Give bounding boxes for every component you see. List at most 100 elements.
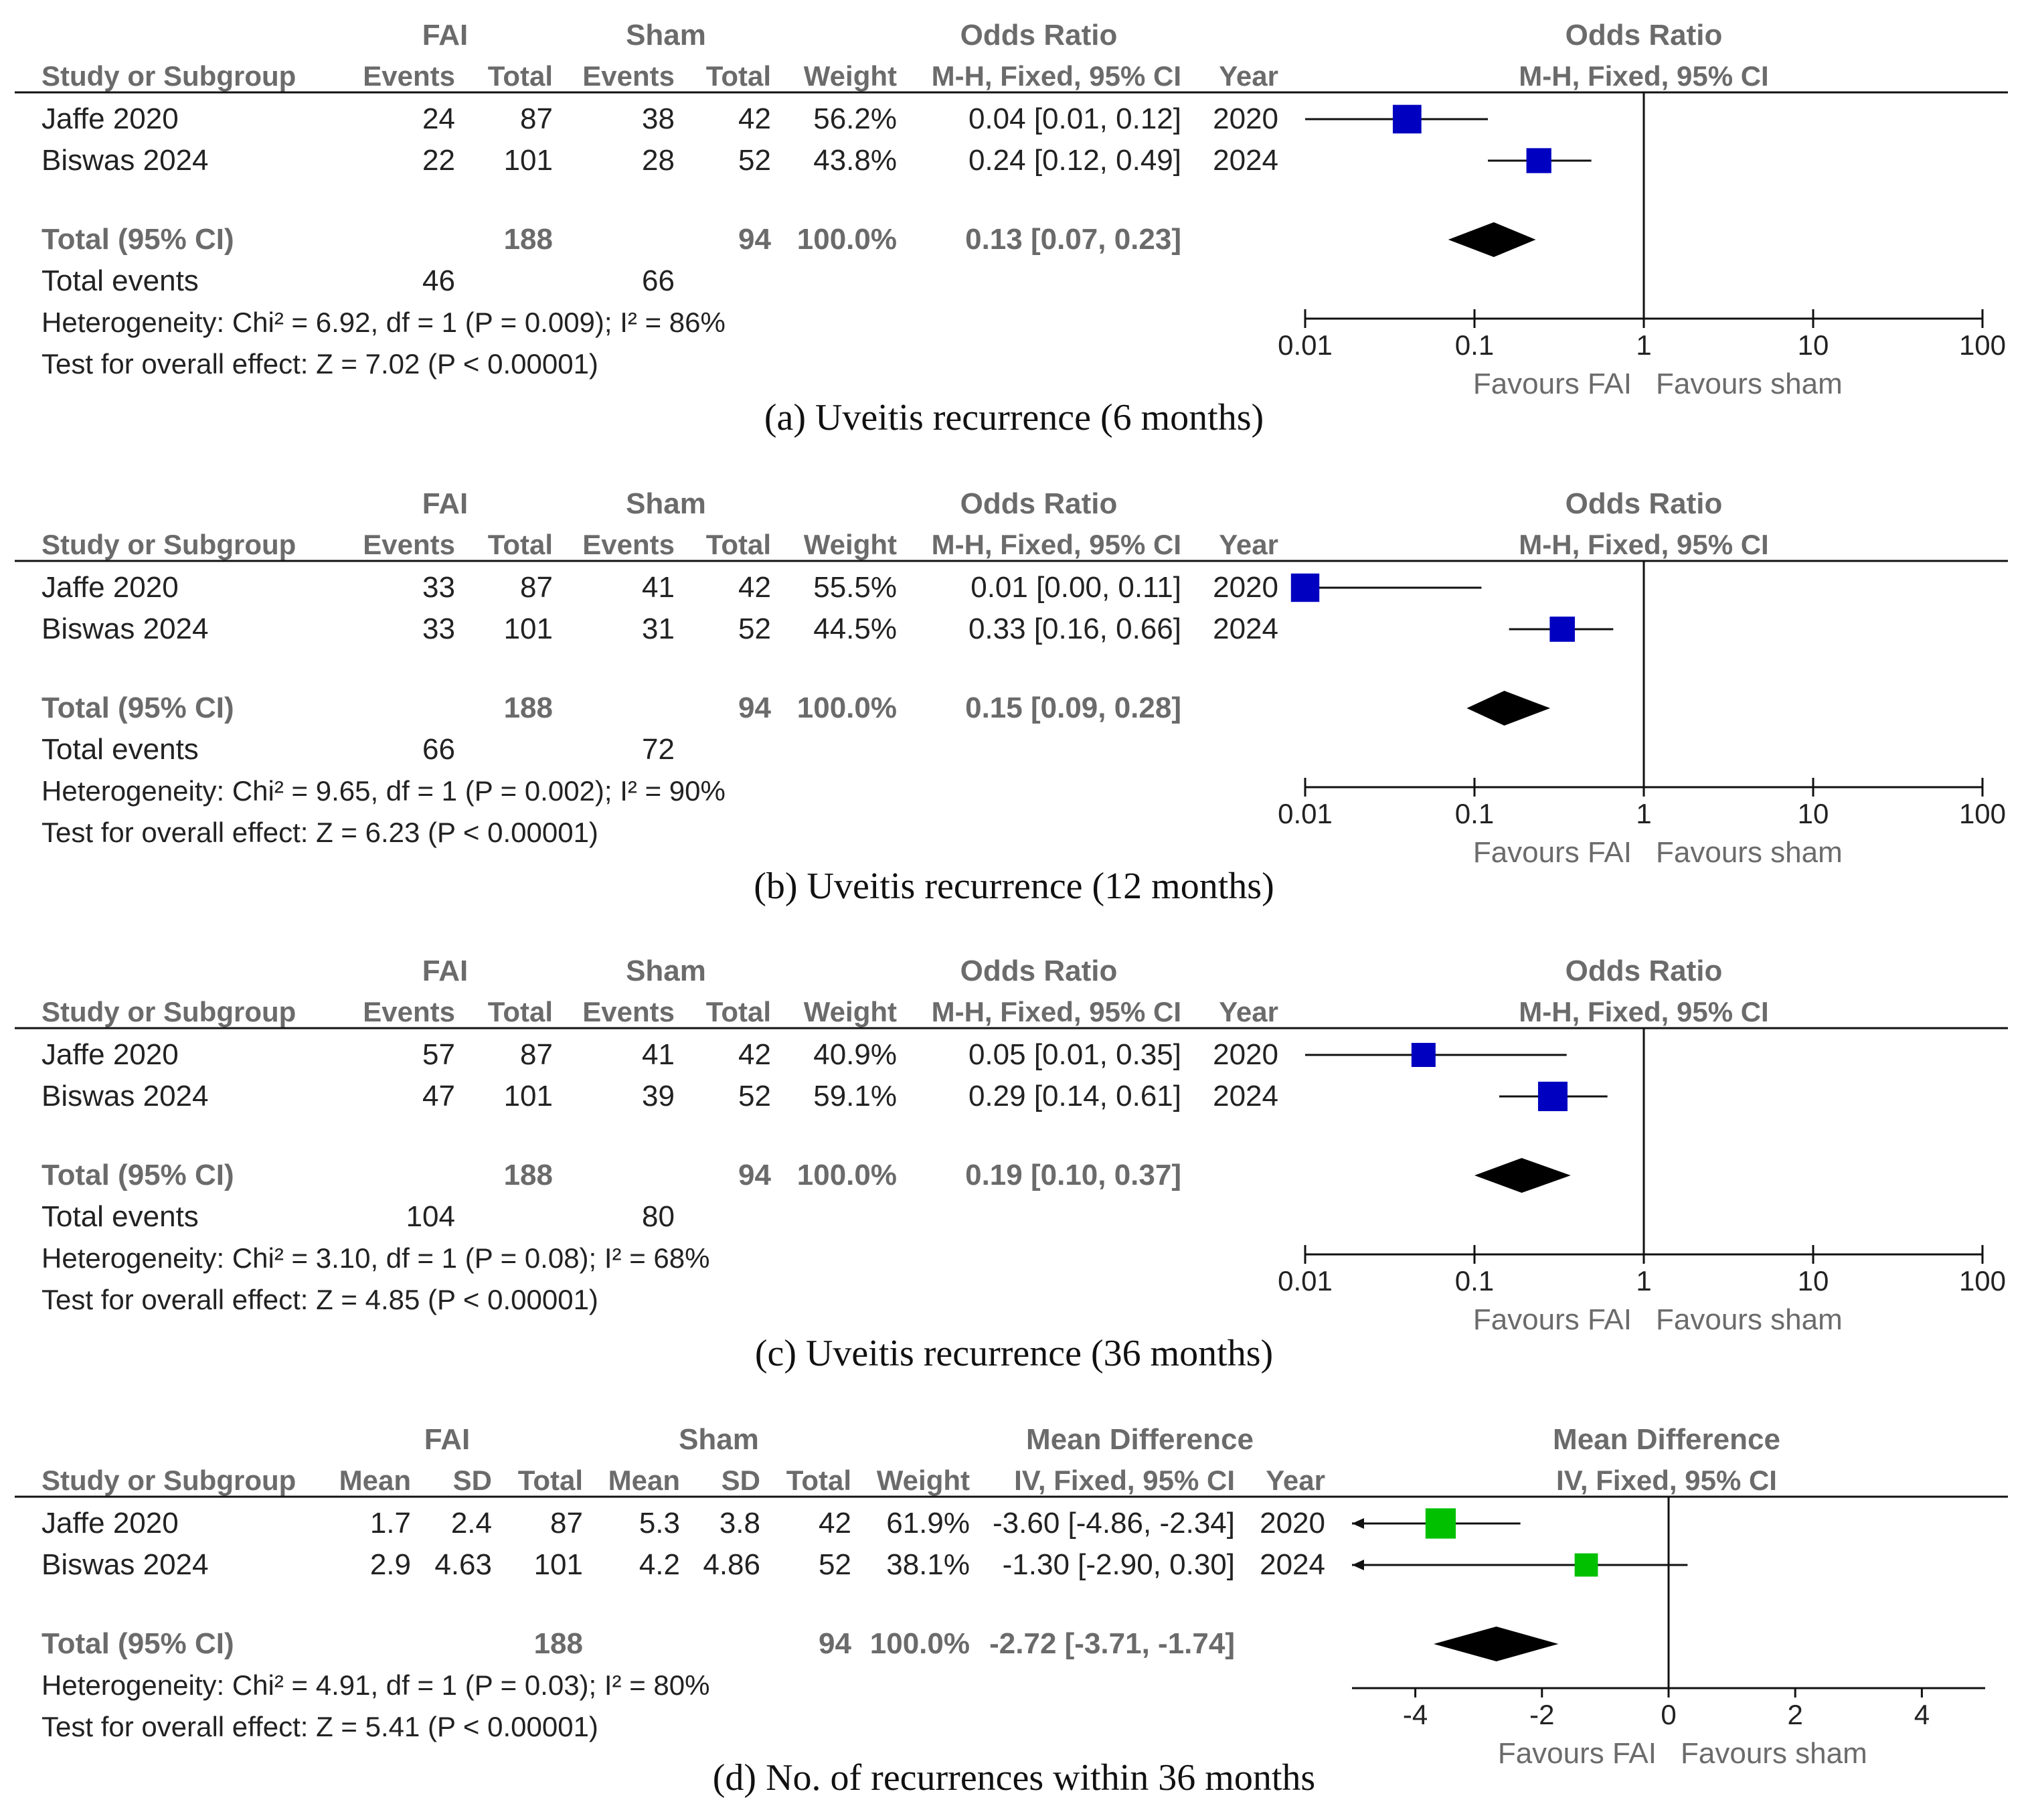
x-axis-tick-label: 1 [1636,798,1651,829]
g1-total: 87 [520,571,553,604]
g2-total-sum: 94 [819,1627,851,1660]
x-axis-tick-label: 0.01 [1278,1265,1333,1297]
g1-total-events: 104 [406,1200,455,1233]
column-header-g1-mean: Mean [339,1465,411,1496]
total-label: Total (95% CI) [41,1159,234,1191]
g1-total: 101 [504,612,553,645]
pooled-effect-diamond [1474,1158,1571,1193]
study-name: Jaffe 2020 [41,1038,179,1071]
g1-events: 33 [422,571,455,604]
heterogeneity-text: Heterogeneity: Chi² = 3.10, df = 1 (P = … [41,1242,709,1274]
favours-right-label: Favours sham [1681,1737,1867,1770]
study-effect-ci: 0.04 [0.01, 0.12] [968,102,1181,135]
column-header-g2-events: Events [582,996,675,1027]
study-name: Jaffe 2020 [41,102,179,135]
column-header-study: Study or Subgroup [41,60,296,92]
g2-mean: 4.2 [639,1548,680,1581]
overall-effect-text: Test for overall effect: Z = 5.41 (P < 0… [41,1711,598,1742]
x-axis-tick-label: 1 [1636,1265,1651,1297]
study-effect-ci: 0.05 [0.01, 0.35] [968,1038,1181,1071]
study-name: Biswas 2024 [41,1080,208,1112]
table-row: Jaffe 2020 1.7 2.4 87 5.3 3.8 42 61.9% -3.60 [-4… [41,1507,1521,1540]
x-axis-tick-label: 10 [1798,329,1829,361]
group1-header: FAI [424,1423,470,1456]
total-events-row: Total events 46 66 [41,264,675,297]
g2-sd: 4.86 [703,1548,760,1581]
column-header-g2-events: Events [582,529,675,560]
g2-events: 41 [642,571,675,604]
table-row: Biswas 2024 22 101 28 52 43.8% 0.24 [0.12, 0.4… [41,144,1592,177]
x-axis-tick-label: 10 [1798,798,1829,829]
column-header-g1-sd: SD [453,1465,492,1496]
g1-total-sum: 188 [504,223,553,256]
g2-total: 42 [738,1038,771,1071]
forest-panel-a: FAI Sham Odds Ratio Odds Ratio Study or Subg… [15,19,2008,438]
column-header-year: Year [1266,1465,1325,1496]
column-header-g2-total: Total [706,996,771,1027]
column-header-year: Year [1219,996,1278,1027]
x-axis-tick-label: 0.1 [1455,798,1494,829]
heterogeneity-text: Heterogeneity: Chi² = 6.92, df = 1 (P = … [41,307,726,338]
study-name: Biswas 2024 [41,144,208,177]
group2-header: Sham [626,955,706,987]
measure-header: Odds Ratio [960,19,1118,52]
study-name: Jaffe 2020 [41,571,179,604]
study-year: 2024 [1213,144,1278,177]
g2-events: 41 [642,1038,675,1071]
study-effect-marker [1537,1081,1568,1112]
column-header-g1-total: Total [488,60,553,92]
study-weight: 61.9% [886,1507,970,1540]
x-axis-tick-label: -4 [1403,1699,1428,1730]
x-axis-tick-label: -2 [1529,1699,1554,1730]
study-effect-marker [1290,573,1320,602]
ci-truncation-arrow [1352,1560,1364,1570]
study-effect-marker [1574,1553,1598,1577]
g2-events: 31 [642,612,675,645]
g1-total: 101 [534,1548,583,1581]
heterogeneity-text: Heterogeneity: Chi² = 4.91, df = 1 (P = … [41,1669,709,1701]
study-weight: 38.1% [886,1548,970,1581]
total-effect-ci: 0.15 [0.09, 0.28] [965,691,1181,724]
panel-caption: (c) Uveitis recurrence (36 months) [755,1333,1273,1374]
plot-measure-header: Odds Ratio [1566,487,1723,520]
study-weight: 56.2% [813,102,897,135]
pooled-effect-diamond [1448,222,1536,257]
overall-effect-text: Test for overall effect: Z = 7.02 (P < 0… [41,348,598,380]
heterogeneity-text: Heterogeneity: Chi² = 9.65, df = 1 (P = … [41,775,726,807]
g1-events: 33 [422,612,455,645]
measure-header: Odds Ratio [960,487,1118,520]
column-header-ci: M-H, Fixed, 95% CI [932,529,1181,560]
study-name: Jaffe 2020 [41,1507,179,1540]
x-axis-tick-label: 10 [1798,1265,1829,1297]
forest-panel-d: FAI Sham Mean Difference Mean Difference Stu… [15,1423,2008,1799]
g2-total: 52 [738,612,771,645]
study-name: Biswas 2024 [41,1548,208,1581]
g1-events: 24 [422,102,455,135]
column-header-study: Study or Subgroup [41,996,296,1027]
g2-total-sum: 94 [738,223,771,256]
column-header-ci: M-H, Fixed, 95% CI [932,60,1181,92]
g2-total: 42 [819,1507,851,1540]
x-axis-tick-label: 1 [1636,329,1651,361]
g2-total: 52 [738,144,771,177]
column-header-weight: Weight [804,996,897,1027]
study-weight: 43.8% [813,144,897,177]
column-header-weight: Weight [804,529,897,560]
study-effect-ci: 0.33 [0.16, 0.66] [968,612,1181,645]
plot-measure-header: Odds Ratio [1566,19,1723,52]
study-weight: 40.9% [813,1038,897,1071]
g1-total-sum: 188 [504,1159,553,1191]
g2-total: 42 [738,102,771,135]
x-axis-tick-label: 0.1 [1455,1265,1494,1297]
g1-total: 87 [520,102,553,135]
g1-events: 57 [422,1038,455,1071]
plot-measure-header: Odds Ratio [1566,955,1723,987]
study-year: 2020 [1213,1038,1278,1071]
study-effect-ci: -1.30 [-2.90, 0.30] [1003,1548,1235,1581]
total-effect-ci: 0.13 [0.07, 0.23] [965,223,1181,256]
favours-left-label: Favours FAI [1473,1303,1632,1336]
group1-header: FAI [422,19,468,52]
g2-total: 52 [738,1080,771,1112]
forest-panel-c: FAI Sham Odds Ratio Odds Ratio Study or Subg… [15,955,2008,1374]
study-effect-marker [1549,616,1575,642]
